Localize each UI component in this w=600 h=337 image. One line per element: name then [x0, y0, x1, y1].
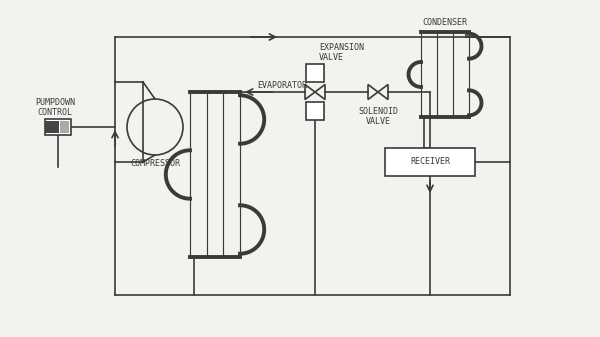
- Bar: [45, 119, 71, 135]
- Text: PUMPDOWN
CONTROL: PUMPDOWN CONTROL: [35, 98, 75, 117]
- Text: SOLENOID
VALVE: SOLENOID VALVE: [358, 107, 398, 126]
- Bar: [306, 102, 324, 120]
- Text: CONDENSER: CONDENSER: [422, 18, 467, 27]
- Text: EVAPORATOR: EVAPORATOR: [257, 82, 307, 91]
- Text: RECEIVER: RECEIVER: [410, 157, 450, 166]
- Bar: [45, 121, 59, 133]
- Bar: [385, 148, 475, 176]
- Bar: [60, 121, 69, 133]
- Bar: [306, 64, 324, 82]
- Text: COMPRESSOR: COMPRESSOR: [130, 159, 180, 168]
- Text: EXPANSION
VALVE: EXPANSION VALVE: [319, 42, 364, 62]
